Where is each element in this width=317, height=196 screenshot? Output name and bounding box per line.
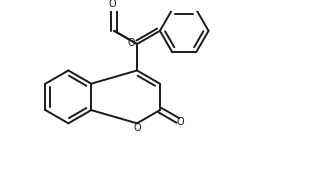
Text: O: O — [108, 0, 116, 9]
Text: O: O — [127, 38, 135, 48]
Text: O: O — [177, 117, 184, 127]
Text: O: O — [133, 123, 141, 133]
